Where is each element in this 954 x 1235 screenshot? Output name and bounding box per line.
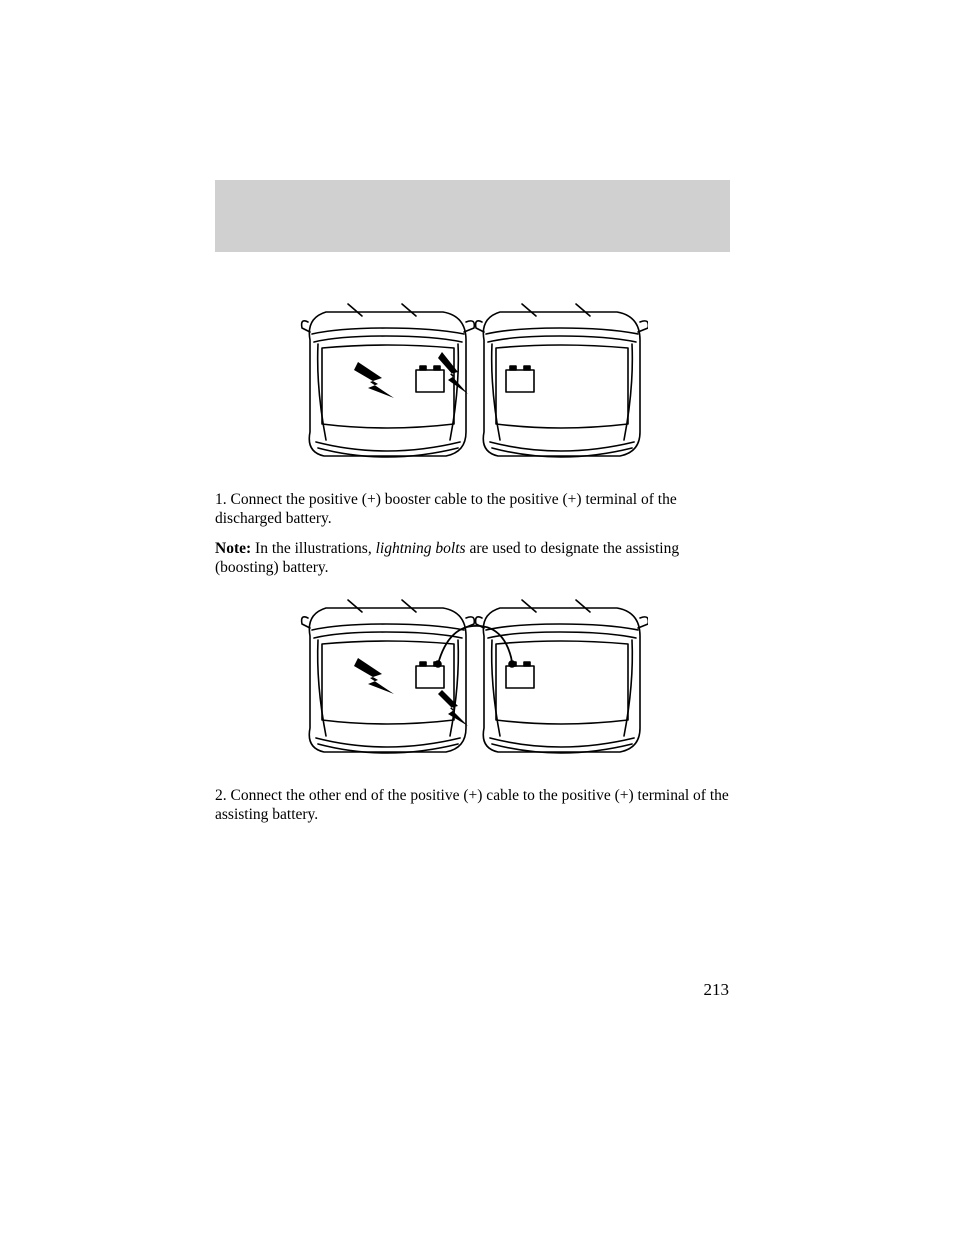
diagram-step1 — [298, 292, 648, 472]
note-before: In the illustrations, — [251, 540, 375, 557]
page-content: 1. Connect the positive (+) booster cabl… — [215, 180, 730, 834]
diagram-step2 — [298, 588, 648, 768]
step2-text: 2. Connect the other end of the positive… — [215, 786, 730, 825]
header-band — [215, 180, 730, 252]
page-number: 213 — [704, 980, 730, 1000]
note-text: Note: In the illustrations, lightning bo… — [215, 539, 730, 578]
note-italic: lightning bolts — [376, 540, 466, 557]
note-label: Note: — [215, 540, 251, 557]
step1-text: 1. Connect the positive (+) booster cabl… — [215, 490, 730, 529]
